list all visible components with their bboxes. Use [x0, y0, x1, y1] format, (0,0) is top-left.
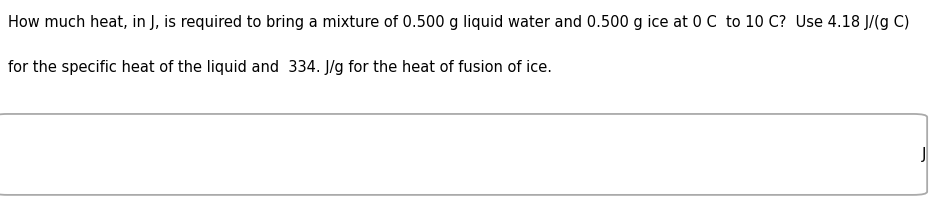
- Text: for the specific heat of the liquid and  334. J/g for the heat of fusion of ice.: for the specific heat of the liquid and …: [8, 60, 552, 75]
- FancyBboxPatch shape: [0, 114, 927, 195]
- Text: J: J: [921, 147, 926, 162]
- Text: How much heat, in J, is required to bring a mixture of 0.500 g liquid water and : How much heat, in J, is required to brin…: [8, 15, 909, 30]
